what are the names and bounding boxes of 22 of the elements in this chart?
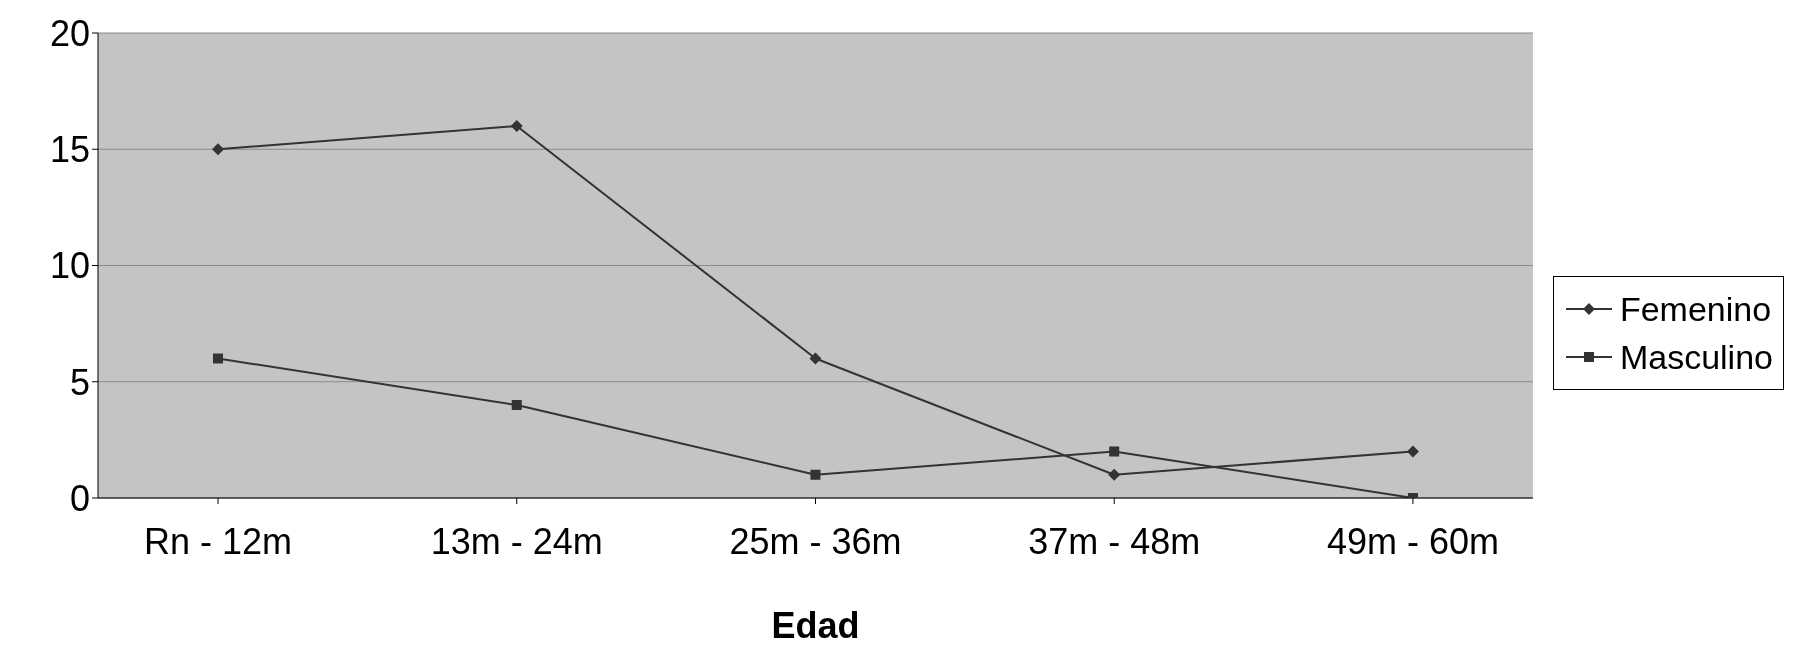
point: [1108, 468, 1121, 481]
legend-label: Femenino: [1619, 289, 1772, 330]
x-tick-label: 37m - 48m: [1028, 520, 1201, 562]
point: [809, 352, 822, 365]
point: [1109, 446, 1120, 457]
y-tick-label: 20: [49, 12, 90, 54]
point: [510, 120, 523, 132]
point: [511, 400, 522, 410]
point: [810, 469, 821, 480]
x-tick-label: 25m - 36m: [729, 520, 902, 562]
x-tick-label: 49m - 60m: [1326, 520, 1499, 562]
y-tick-label: 10: [49, 245, 90, 287]
point: [213, 353, 223, 364]
x-tick-label: 13m - 24m: [430, 520, 603, 562]
y-tick-label: 5: [69, 361, 90, 403]
legend-label: Masculino: [1619, 337, 1773, 378]
point: [1406, 445, 1419, 458]
point: [212, 143, 224, 156]
x-tick-label: Rn - 12m: [143, 520, 293, 562]
x-axis-title: Edad: [771, 605, 860, 646]
y-tick-label: 15: [49, 129, 90, 171]
y-tick-label: 0: [69, 477, 90, 519]
